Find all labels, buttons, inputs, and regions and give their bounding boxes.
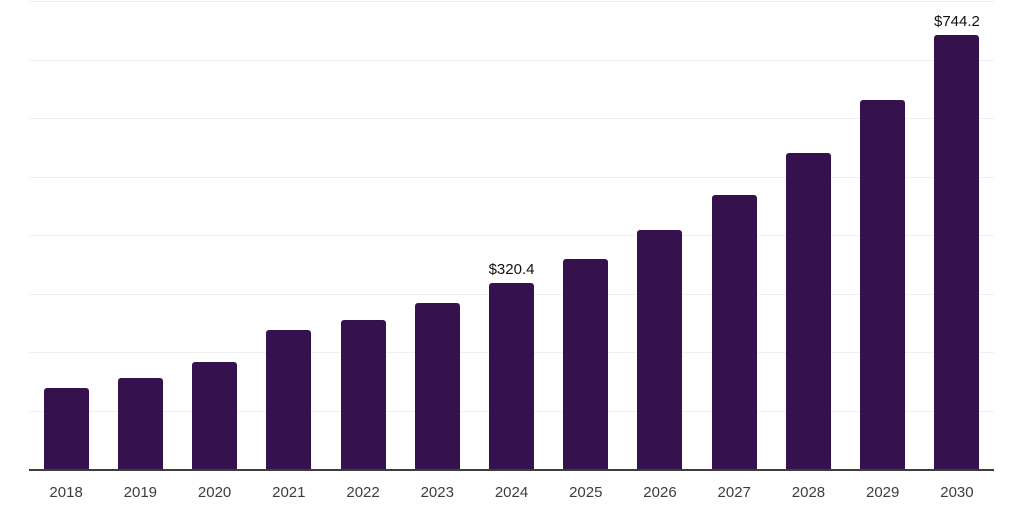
- bar-band-2018: [29, 2, 103, 470]
- bar-2024: $320.4: [489, 261, 534, 470]
- bar-band-2026: [623, 2, 697, 470]
- x-tick-label-2028: 2028: [791, 484, 826, 501]
- bar-band-2023: [400, 2, 474, 470]
- bar-2026: [637, 229, 683, 470]
- x-tick-label-2021: 2021: [272, 484, 306, 501]
- bar-2025: [563, 258, 609, 470]
- x-tick-label-2030: 2030: [940, 484, 974, 501]
- x-tick-label-2022: 2022: [346, 484, 380, 501]
- x-tick-label-2026: 2026: [643, 484, 677, 501]
- x-tick-label-2023: 2023: [420, 484, 454, 501]
- bar-band-2030: $744.2: [920, 2, 994, 470]
- bar-band-2021: [252, 2, 326, 470]
- bar-2029: [860, 99, 906, 470]
- gridline-600: [29, 118, 994, 119]
- bar-band-2025: [549, 2, 623, 470]
- bar-2023: [414, 302, 460, 470]
- x-axis-line: [29, 469, 994, 471]
- bar-2022: [340, 319, 386, 470]
- bar-band-2024: $320.4: [474, 2, 548, 470]
- gridline-800: [29, 1, 994, 2]
- bars-container: $320.4 $744.2: [29, 2, 994, 470]
- x-tick-label-2025: 2025: [569, 484, 603, 501]
- gridline-500: [29, 176, 994, 178]
- bar-band-2029: [846, 2, 920, 470]
- value-label-2030: $744.2: [933, 12, 980, 30]
- gridline-400: [29, 235, 994, 236]
- x-tick-label-2020: 2020: [197, 484, 232, 501]
- bar-2030: $744.2: [934, 13, 980, 470]
- x-tick-label-2027: 2027: [717, 484, 751, 501]
- bar-2021: [266, 329, 312, 470]
- x-tick-label-2018: 2018: [49, 484, 83, 501]
- bar-band-2020: [177, 2, 251, 470]
- bar-band-2028: [771, 2, 845, 470]
- value-label-2024: $320.4: [488, 260, 535, 278]
- x-axis-tick-labels: 2018 2019 2020 2021 2022 2023 2024 2025 2026 2027…: [29, 482, 994, 504]
- bar-2027: [711, 194, 757, 470]
- bar-2020: [192, 361, 238, 470]
- x-tick-label-2024: 2024: [494, 484, 529, 501]
- bar-band-2019: [103, 2, 177, 470]
- x-tick-label-2029: 2029: [866, 484, 900, 501]
- bar-2028: [785, 152, 831, 470]
- gridline-700: [29, 59, 994, 61]
- plot-area: $320.4 $744.2: [29, 1, 994, 471]
- bar-band-2022: [326, 2, 400, 470]
- bar-2018: [43, 387, 89, 470]
- x-tick-label-2019: 2019: [123, 484, 158, 501]
- bar-2019: [117, 377, 163, 470]
- bar-band-2027: [697, 2, 771, 470]
